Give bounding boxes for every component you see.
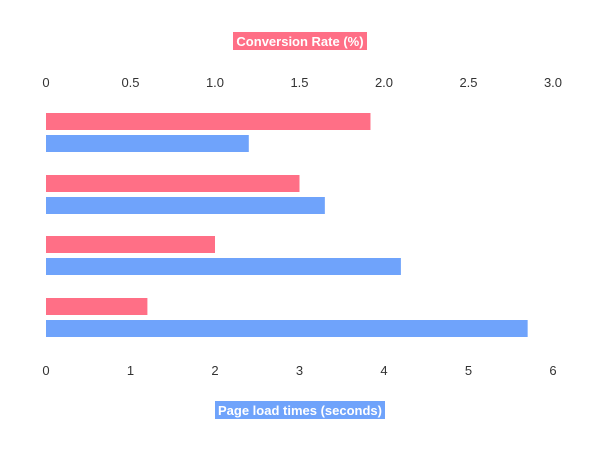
bottom-axis-ticks: 0 1 2 3 4 5 6 [42, 363, 556, 378]
top-axis-ticks: 0 0.5 1.0 1.5 2.0 2.5 3.0 [42, 75, 562, 90]
conversion-rate-bar [46, 113, 371, 130]
conversion-rate-bar [46, 236, 215, 253]
top-tick-label: 1.0 [206, 75, 224, 90]
top-tick-label: 3.0 [544, 75, 562, 90]
bottom-tick-label: 4 [380, 363, 387, 378]
top-tick-label: 0.5 [121, 75, 139, 90]
top-axis-title: Conversion Rate (%) [233, 32, 367, 50]
page-load-bar [46, 197, 325, 214]
bottom-tick-label: 1 [127, 363, 134, 378]
bottom-tick-label: 2 [211, 363, 218, 378]
bottom-axis-title: Page load times (seconds) [215, 401, 385, 419]
top-tick-label: 2.0 [375, 75, 393, 90]
bottom-tick-label: 0 [42, 363, 49, 378]
page-load-bar [46, 320, 528, 337]
page-load-bar [46, 258, 401, 275]
top-axis-title-background [233, 32, 367, 50]
bottom-axis-title-background [215, 401, 385, 419]
conversion-rate-bar [46, 175, 300, 192]
top-tick-label: 0 [42, 75, 49, 90]
bottom-tick-label: 6 [549, 363, 556, 378]
page-load-bar [46, 135, 249, 152]
bottom-tick-label: 3 [296, 363, 303, 378]
top-axis-title-text: Conversion Rate (%) [236, 34, 363, 49]
conversion-rate-bar [46, 298, 148, 315]
bottom-tick-label: 5 [465, 363, 472, 378]
top-tick-label: 1.5 [290, 75, 308, 90]
bottom-axis-title-text: Page load times (seconds) [218, 403, 382, 418]
bars [46, 113, 528, 337]
top-tick-label: 2.5 [459, 75, 477, 90]
